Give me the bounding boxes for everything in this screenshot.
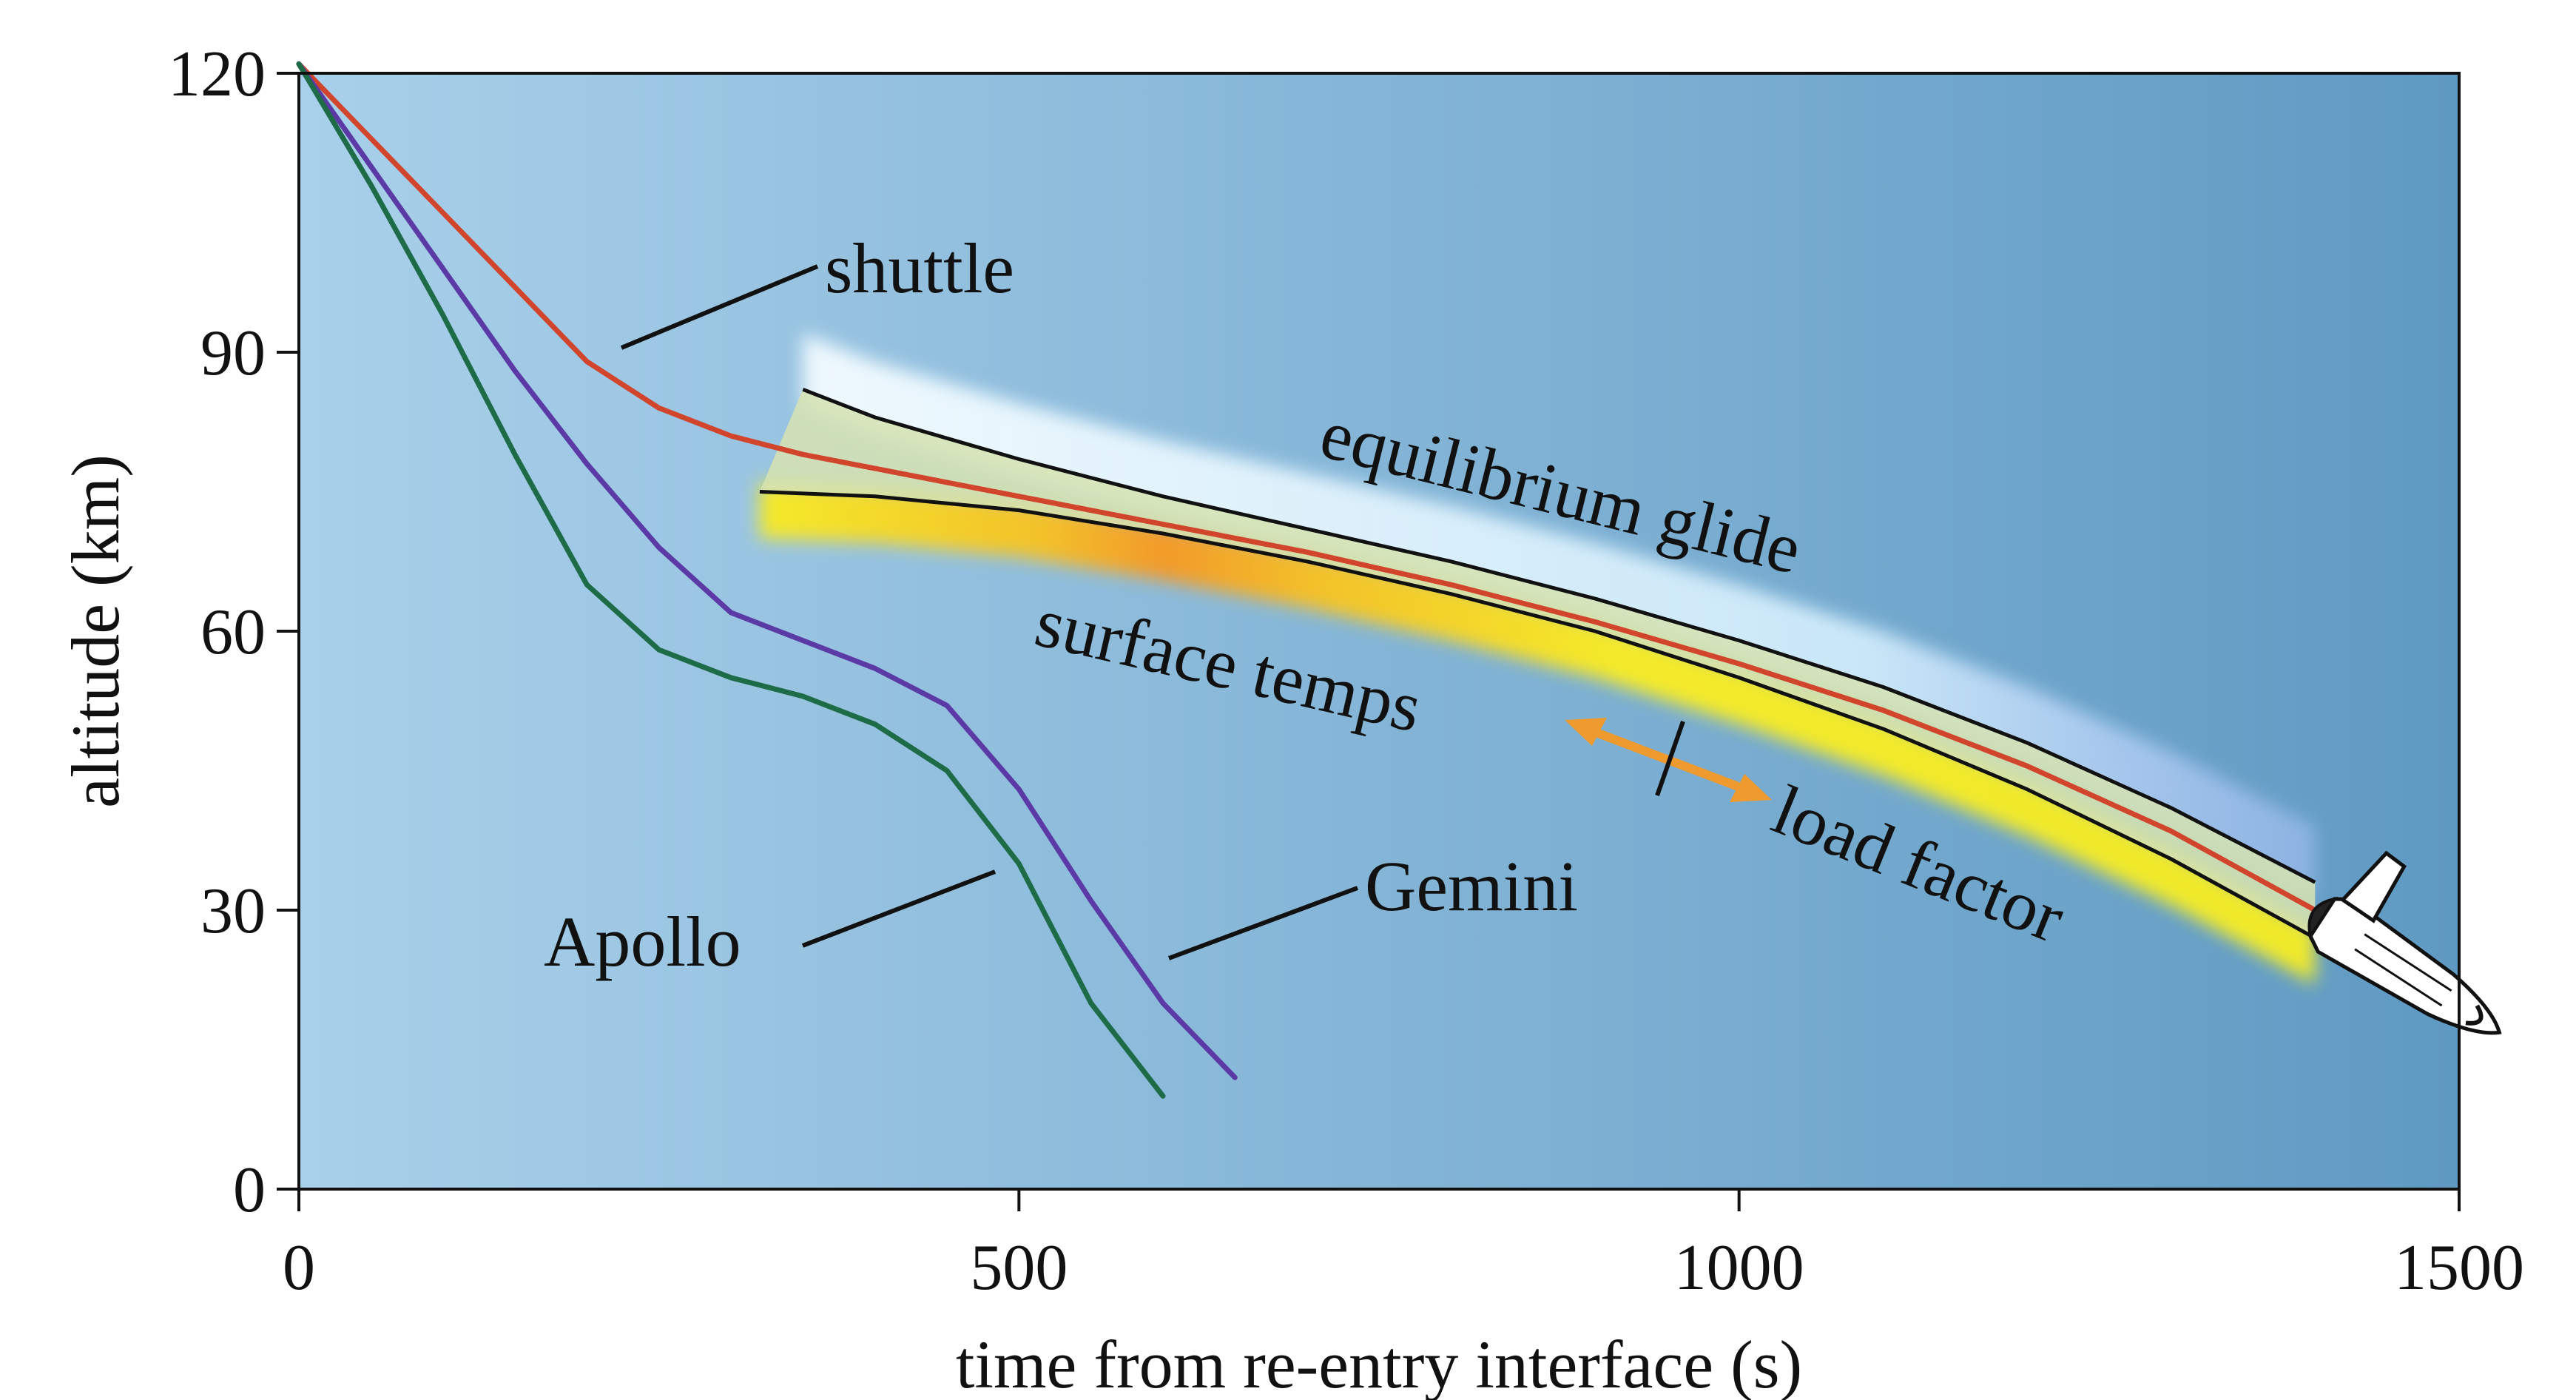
series-layer (296, 61, 2318, 1099)
series-line-apollo (296, 61, 1166, 1099)
corridor-fill (759, 389, 2316, 938)
x-tick-label: 500 (970, 1232, 1068, 1304)
plot-background (299, 73, 2459, 1189)
x-tick-label: 0 (283, 1232, 315, 1304)
shuttle-leader-line (620, 264, 819, 350)
orbiter-icon (2307, 850, 2502, 1035)
y-axis-title: altitude (km) (58, 454, 133, 808)
apollo-annotation: Apollo (544, 902, 741, 981)
corridor-layer (759, 387, 2316, 940)
x-axis-title: time from re-entry interface (s) (956, 1327, 1802, 1400)
gemini-leader-line (1167, 886, 1359, 960)
x-tick-label: 1500 (2394, 1232, 2524, 1304)
corridor-upper-boundary (802, 387, 2316, 884)
series-line-gemini (296, 61, 1238, 1080)
gemini-annotation: Gemini (1365, 847, 1578, 926)
y-tick-label: 90 (200, 317, 266, 389)
equilibrium-glide-band (803, 333, 2316, 901)
y-tick-label: 60 (200, 596, 266, 668)
y-tick-label: 0 (233, 1154, 266, 1226)
shuttle-icon (2307, 850, 2502, 1035)
axes-layer: 0 500 1000 1500 0 30 60 90 120 (168, 38, 2524, 1304)
series-line-shuttle (296, 61, 2318, 913)
x-tick-label: 1000 (1674, 1232, 1804, 1304)
y-tick-label: 30 (200, 875, 266, 947)
corridor-lower-boundary (759, 490, 2316, 940)
load-factor-arrow (1565, 718, 1772, 802)
apollo-leader-line (801, 869, 997, 948)
y-tick-label: 120 (168, 38, 266, 110)
surface-temps-band (759, 482, 2316, 985)
bands-layer (759, 333, 2316, 985)
shuttle-annotation: shuttle (825, 229, 1014, 308)
